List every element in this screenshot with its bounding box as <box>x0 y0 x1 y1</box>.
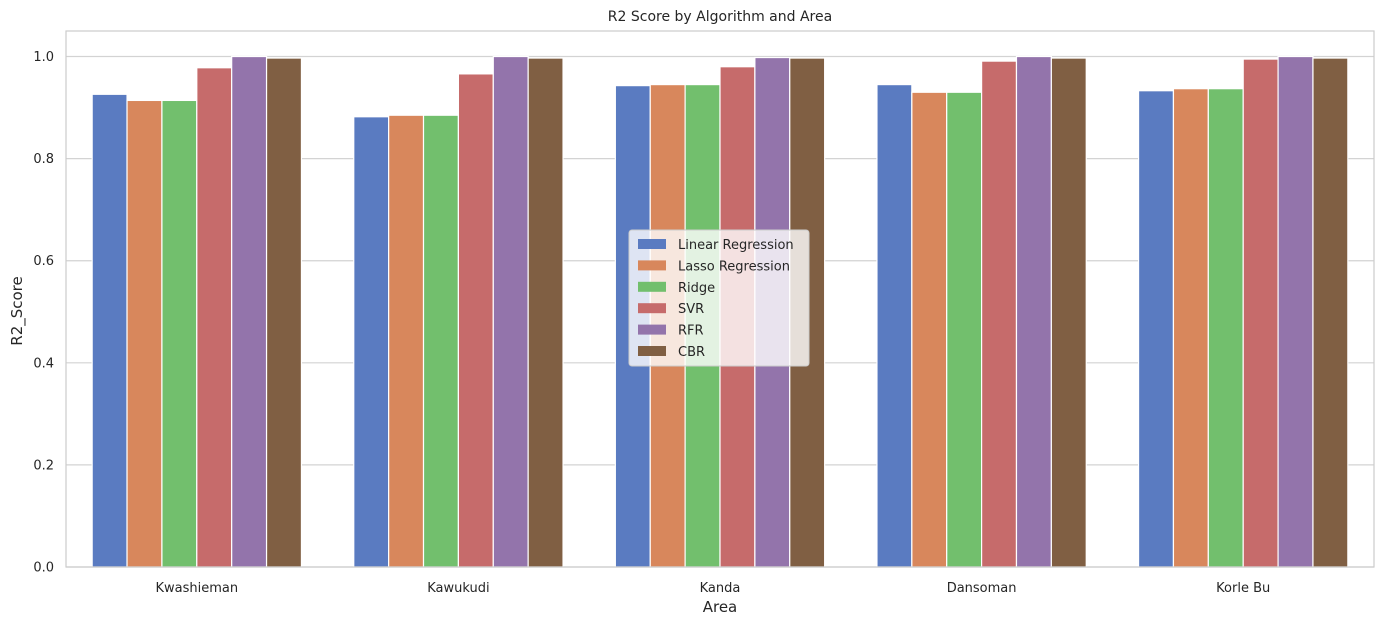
plot-frame <box>65 30 1375 568</box>
x-tick-label: Kawukudi <box>427 581 489 596</box>
y-tick-label: 0.2 <box>33 458 54 473</box>
bar <box>1242 58 1279 568</box>
legend-label: Ridge <box>678 281 715 296</box>
bars <box>91 55 1349 568</box>
legend-swatch <box>638 281 666 292</box>
bar <box>265 57 303 568</box>
y-tick-label: 0.8 <box>33 152 54 167</box>
x-axis-label: Area <box>703 598 738 616</box>
bar <box>1137 90 1175 568</box>
y-tick-label: 0.0 <box>33 561 54 576</box>
legend-label: RFR <box>678 324 704 339</box>
bar <box>422 114 459 568</box>
bar <box>196 67 233 568</box>
bar <box>457 73 494 568</box>
legend-swatch <box>638 324 666 335</box>
y-axis-label: R2_Score <box>8 276 27 345</box>
bar <box>231 55 268 568</box>
legend-box <box>628 229 810 367</box>
bar <box>876 83 913 568</box>
bar <box>980 60 1018 568</box>
chart-title: R2 Score by Algorithm and Area <box>608 9 832 25</box>
bar <box>911 91 948 568</box>
bar <box>161 99 198 568</box>
legend-swatch <box>638 346 666 356</box>
legend-label: Lasso Regression <box>678 259 790 274</box>
x-tick-label: Dansoman <box>947 581 1017 596</box>
bar <box>1172 88 1209 568</box>
bar <box>126 99 163 568</box>
bar <box>946 91 983 568</box>
bar <box>1277 55 1314 568</box>
tick-labels: 0.0 0.2 0.4 0.6 0.8 1.0 Kwashieman Kawukudi Kand… <box>33 50 1270 596</box>
bar <box>1207 88 1244 568</box>
legend-label: CBR <box>678 345 705 360</box>
legend-swatch <box>638 260 666 271</box>
x-tick-label: Korle Bu <box>1216 581 1270 596</box>
y-tick-label: 0.4 <box>33 356 54 371</box>
bar <box>91 93 128 568</box>
x-tick-label: Kanda <box>700 581 741 596</box>
legend-swatch <box>638 239 666 249</box>
legend: Linear Regression Lasso Regression Ridge SV… <box>628 229 810 367</box>
bar <box>1015 55 1052 568</box>
bar <box>527 57 564 568</box>
legend-label: SVR <box>678 302 704 317</box>
bar <box>1312 57 1349 568</box>
legend-swatch <box>638 303 666 314</box>
bar <box>353 116 390 568</box>
bar <box>388 114 425 568</box>
x-tick-label: Kwashieman <box>155 581 238 596</box>
y-tick-label: 0.6 <box>33 254 54 269</box>
legend-label: Linear Regression <box>678 238 794 253</box>
bar <box>1050 57 1087 568</box>
y-tick-label: 1.0 <box>33 50 54 65</box>
bar <box>492 55 529 568</box>
